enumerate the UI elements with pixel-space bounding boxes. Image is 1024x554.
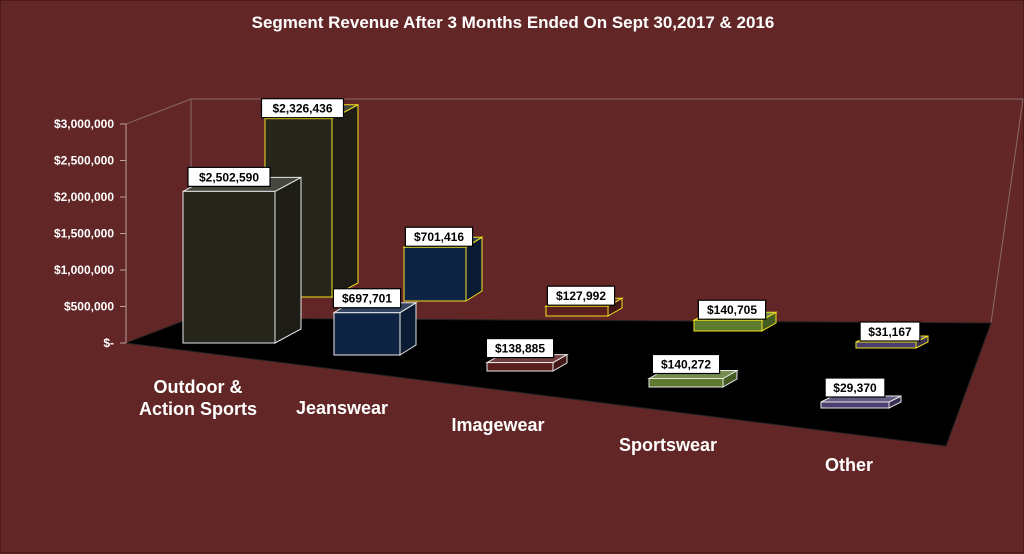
bar-side-face [331,103,359,298]
bar-front-face [545,305,609,317]
category-label-line: Imagewear [451,415,544,435]
category-label: Jeanswear [296,398,388,418]
category-label-line: Other [825,455,873,475]
y-tick-label: $- [103,336,114,350]
chart-title: Segment Revenue After 3 Months Ended On … [251,13,775,32]
y-tick-label: $2,500,000 [54,154,114,168]
data-label-back-3: $140,705 [707,303,757,317]
data-label-back-1-box: $701,416 [404,226,474,247]
data-label-box [187,166,271,187]
category-label-line: Jeanswear [296,398,388,418]
bar-front-face [693,319,763,332]
data-label-back-3-box: $140,705 [697,299,767,320]
y-tick-label: $1,500,000 [54,227,114,241]
data-label-front-2: $138,885 [495,342,545,356]
bar-front-face [648,378,724,388]
category-label: Imagewear [451,415,544,435]
data-label-back-4: $31,167 [868,325,912,339]
data-label-back-0: $2,326,436 [272,102,332,116]
data-label-box [404,226,474,247]
back-wall-outline [125,98,1024,324]
data-label-back-4-box: $31,167 [859,321,921,342]
bar-front-face [333,312,401,356]
data-label-front-3: $140,272 [661,358,711,372]
data-label-back-2: $127,992 [556,289,606,303]
data-label-box [824,377,886,398]
y-tick-label: $500,000 [64,300,114,314]
data-label-box [651,353,721,375]
data-label-front-0-box: $2,502,590 [187,166,271,187]
category-label: Other [825,455,873,475]
data-label-box [332,288,402,309]
data-label-front-4: $29,370 [833,381,877,395]
bar-front-0 [182,176,302,344]
y-tick-label: $3,000,000 [54,117,114,131]
bar-front-face [403,246,467,302]
y-tick-label: $1,000,000 [54,263,114,277]
category-label-line: Outdoor & [154,377,243,397]
data-label-back-2-box: $127,992 [546,285,616,306]
bar-front-1 [332,301,418,356]
data-label-box [859,321,921,342]
category-label: Outdoor & Action Sports [139,377,257,419]
bar-front-face [486,362,554,372]
data-label-box [485,337,555,359]
data-label-box [546,285,616,306]
data-label-front-1-box: $697,701 [332,288,402,309]
data-label-front-1: $697,701 [342,292,392,306]
bar-front-face [855,341,917,349]
y-axis: $- $500,000 $1,000,000 $1,500,000 $2,000,000… [54,117,127,350]
category-label-line: Sportswear [619,435,717,455]
data-label-back-1: $701,416 [414,230,464,244]
data-label-box [697,299,767,320]
data-label-box [260,98,345,119]
data-label-front-2-box: $138,885 [485,337,555,359]
bar-front-4 [820,395,902,409]
data-label-back-0-box: $2,326,436 [260,98,345,119]
bar-front-face [820,401,890,409]
category-label: Sportswear [619,435,717,455]
data-label-front-0: $2,502,590 [199,170,259,184]
y-tick-label: $2,000,000 [54,190,114,204]
data-label-front-3-box: $140,272 [651,353,721,375]
bar-side-face [274,176,302,344]
category-label-line: Action Sports [139,399,257,419]
bar-front-face [182,190,276,344]
data-label-front-4-box: $29,370 [824,377,886,398]
